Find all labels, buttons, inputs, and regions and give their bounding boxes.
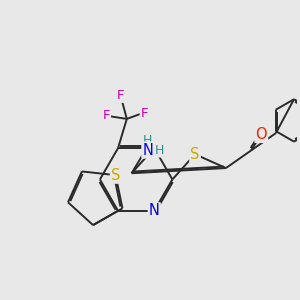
Text: N: N — [142, 142, 153, 158]
Text: S: S — [111, 168, 120, 183]
Text: O: O — [255, 127, 267, 142]
Text: H: H — [143, 134, 153, 147]
Text: F: F — [141, 106, 148, 119]
Text: F: F — [102, 110, 110, 122]
Text: H: H — [155, 143, 164, 157]
Text: F: F — [117, 89, 125, 102]
Text: N: N — [149, 203, 160, 218]
Text: S: S — [190, 147, 200, 162]
